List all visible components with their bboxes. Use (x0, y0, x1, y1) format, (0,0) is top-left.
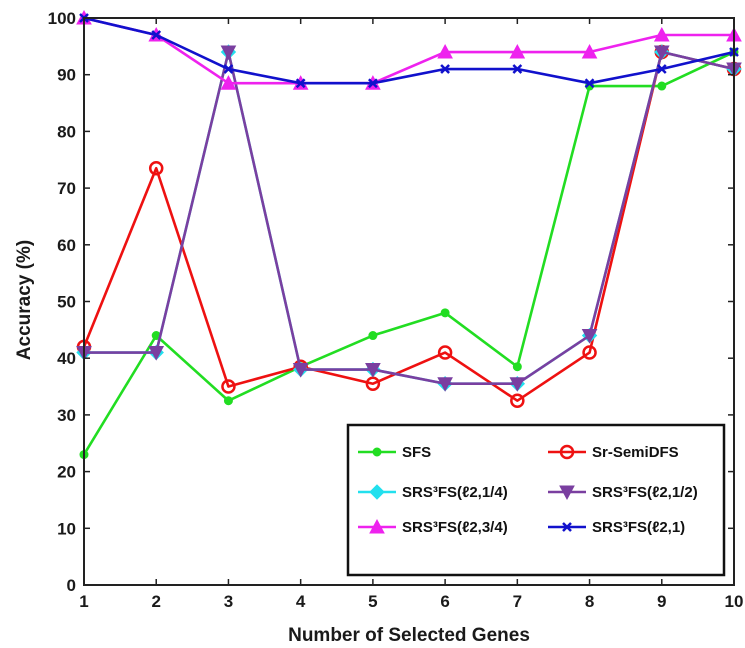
legend-item: SRS³FS(ℓ2,1/4) (358, 484, 508, 501)
data-point (295, 78, 306, 89)
legend-swatch-marker (559, 444, 575, 460)
data-point (148, 161, 164, 176)
data-point (509, 377, 526, 392)
x-tick-label: 3 (224, 592, 233, 611)
data-point (440, 308, 450, 318)
legend-swatch-marker (369, 484, 385, 500)
x-tick-label: 2 (151, 592, 160, 611)
series-line (82, 50, 735, 403)
data-point (151, 30, 162, 40)
legend-swatch-marker (372, 447, 382, 457)
data-point (223, 396, 233, 406)
legend-label: SRS³FS(ℓ2,1/4) (402, 484, 508, 501)
data-point (512, 362, 522, 372)
series-layer (76, 9, 742, 460)
x-tick-label: 9 (657, 592, 666, 611)
data-point (292, 363, 309, 378)
legend-box (346, 423, 726, 577)
legend-swatch-marker (559, 485, 575, 501)
data-point (221, 379, 236, 394)
legend-item: SRS³FS(ℓ2,1/2) (548, 484, 698, 501)
data-point (582, 345, 597, 360)
series-line (83, 16, 734, 85)
y-tick-label: 10 (57, 519, 76, 538)
data-point (512, 64, 523, 74)
x-tick-label: 8 (585, 592, 594, 611)
legend-label: SFS (402, 444, 431, 461)
y-tick-label: 0 (67, 576, 76, 595)
legend-item: SRS³FS(ℓ2,3/4) (358, 518, 508, 536)
x-tick-label: 6 (440, 592, 449, 611)
x-tick-label: 10 (725, 592, 744, 611)
data-point (368, 78, 378, 89)
x-tick-label: 7 (513, 592, 522, 611)
legend-item: SRS³FS(ℓ2,1) (548, 519, 685, 536)
legend-label: SRS³FS(ℓ2,1) (592, 519, 685, 536)
data-point (653, 45, 670, 61)
axes-layer: 0 10 20 30 40 50 60 70 80 90 100 1 2 3 4 5 6 7 8 9 10 (48, 9, 744, 611)
data-point (581, 329, 598, 344)
y-tick-label: 40 (57, 349, 76, 368)
data-point (220, 75, 237, 90)
data-point (440, 64, 450, 74)
legend-label: SRS³FS(ℓ2,1/2) (592, 484, 698, 501)
y-tick-label: 90 (57, 66, 76, 85)
y-tick-label: 20 (57, 463, 76, 482)
data-point (581, 43, 598, 59)
x-axis-label: Number of Selected Genes (288, 625, 530, 646)
series-line (83, 16, 735, 85)
legend-swatch-marker (369, 518, 385, 534)
legend-item: Sr-SemiDFS (548, 444, 679, 461)
y-tick-label: 100 (48, 9, 76, 28)
y-tick-label: 80 (57, 122, 76, 141)
data-point (220, 45, 237, 61)
data-point (437, 377, 453, 392)
data-point (657, 81, 667, 91)
y-tick-label: 60 (57, 236, 76, 255)
x-tick-label: 1 (79, 592, 88, 611)
data-point (510, 393, 525, 408)
data-point (584, 78, 595, 89)
data-point (653, 26, 670, 42)
series-line (82, 50, 735, 456)
y-axis-label: Accuracy (%) (14, 240, 35, 360)
plot-frame (83, 17, 735, 586)
data-point (437, 43, 453, 59)
x-tick-label: 5 (368, 592, 377, 611)
y-tick-label: 70 (57, 179, 76, 198)
legend-item: SFS (358, 444, 431, 461)
legend: SFS Sr-SemiDFS SRS³FS(ℓ2,1/4) SRS³FS(ℓ2,1/2… (346, 423, 726, 577)
data-point (365, 376, 381, 391)
series-line (84, 50, 735, 386)
data-point (368, 331, 378, 341)
y-tick-label: 30 (57, 406, 76, 425)
y-tick-label: 50 (57, 293, 76, 312)
data-point (365, 363, 381, 378)
data-point (437, 345, 453, 360)
data-point (509, 43, 526, 59)
legend-label: Sr-SemiDFS (592, 444, 679, 461)
legend-label: SRS³FS(ℓ2,3/4) (402, 519, 508, 536)
data-point (223, 64, 234, 74)
x-tick-label: 4 (296, 592, 306, 611)
legend-swatch-marker (562, 522, 572, 532)
data-point (656, 64, 667, 74)
series-3 (76, 45, 742, 392)
data-point (148, 346, 165, 361)
